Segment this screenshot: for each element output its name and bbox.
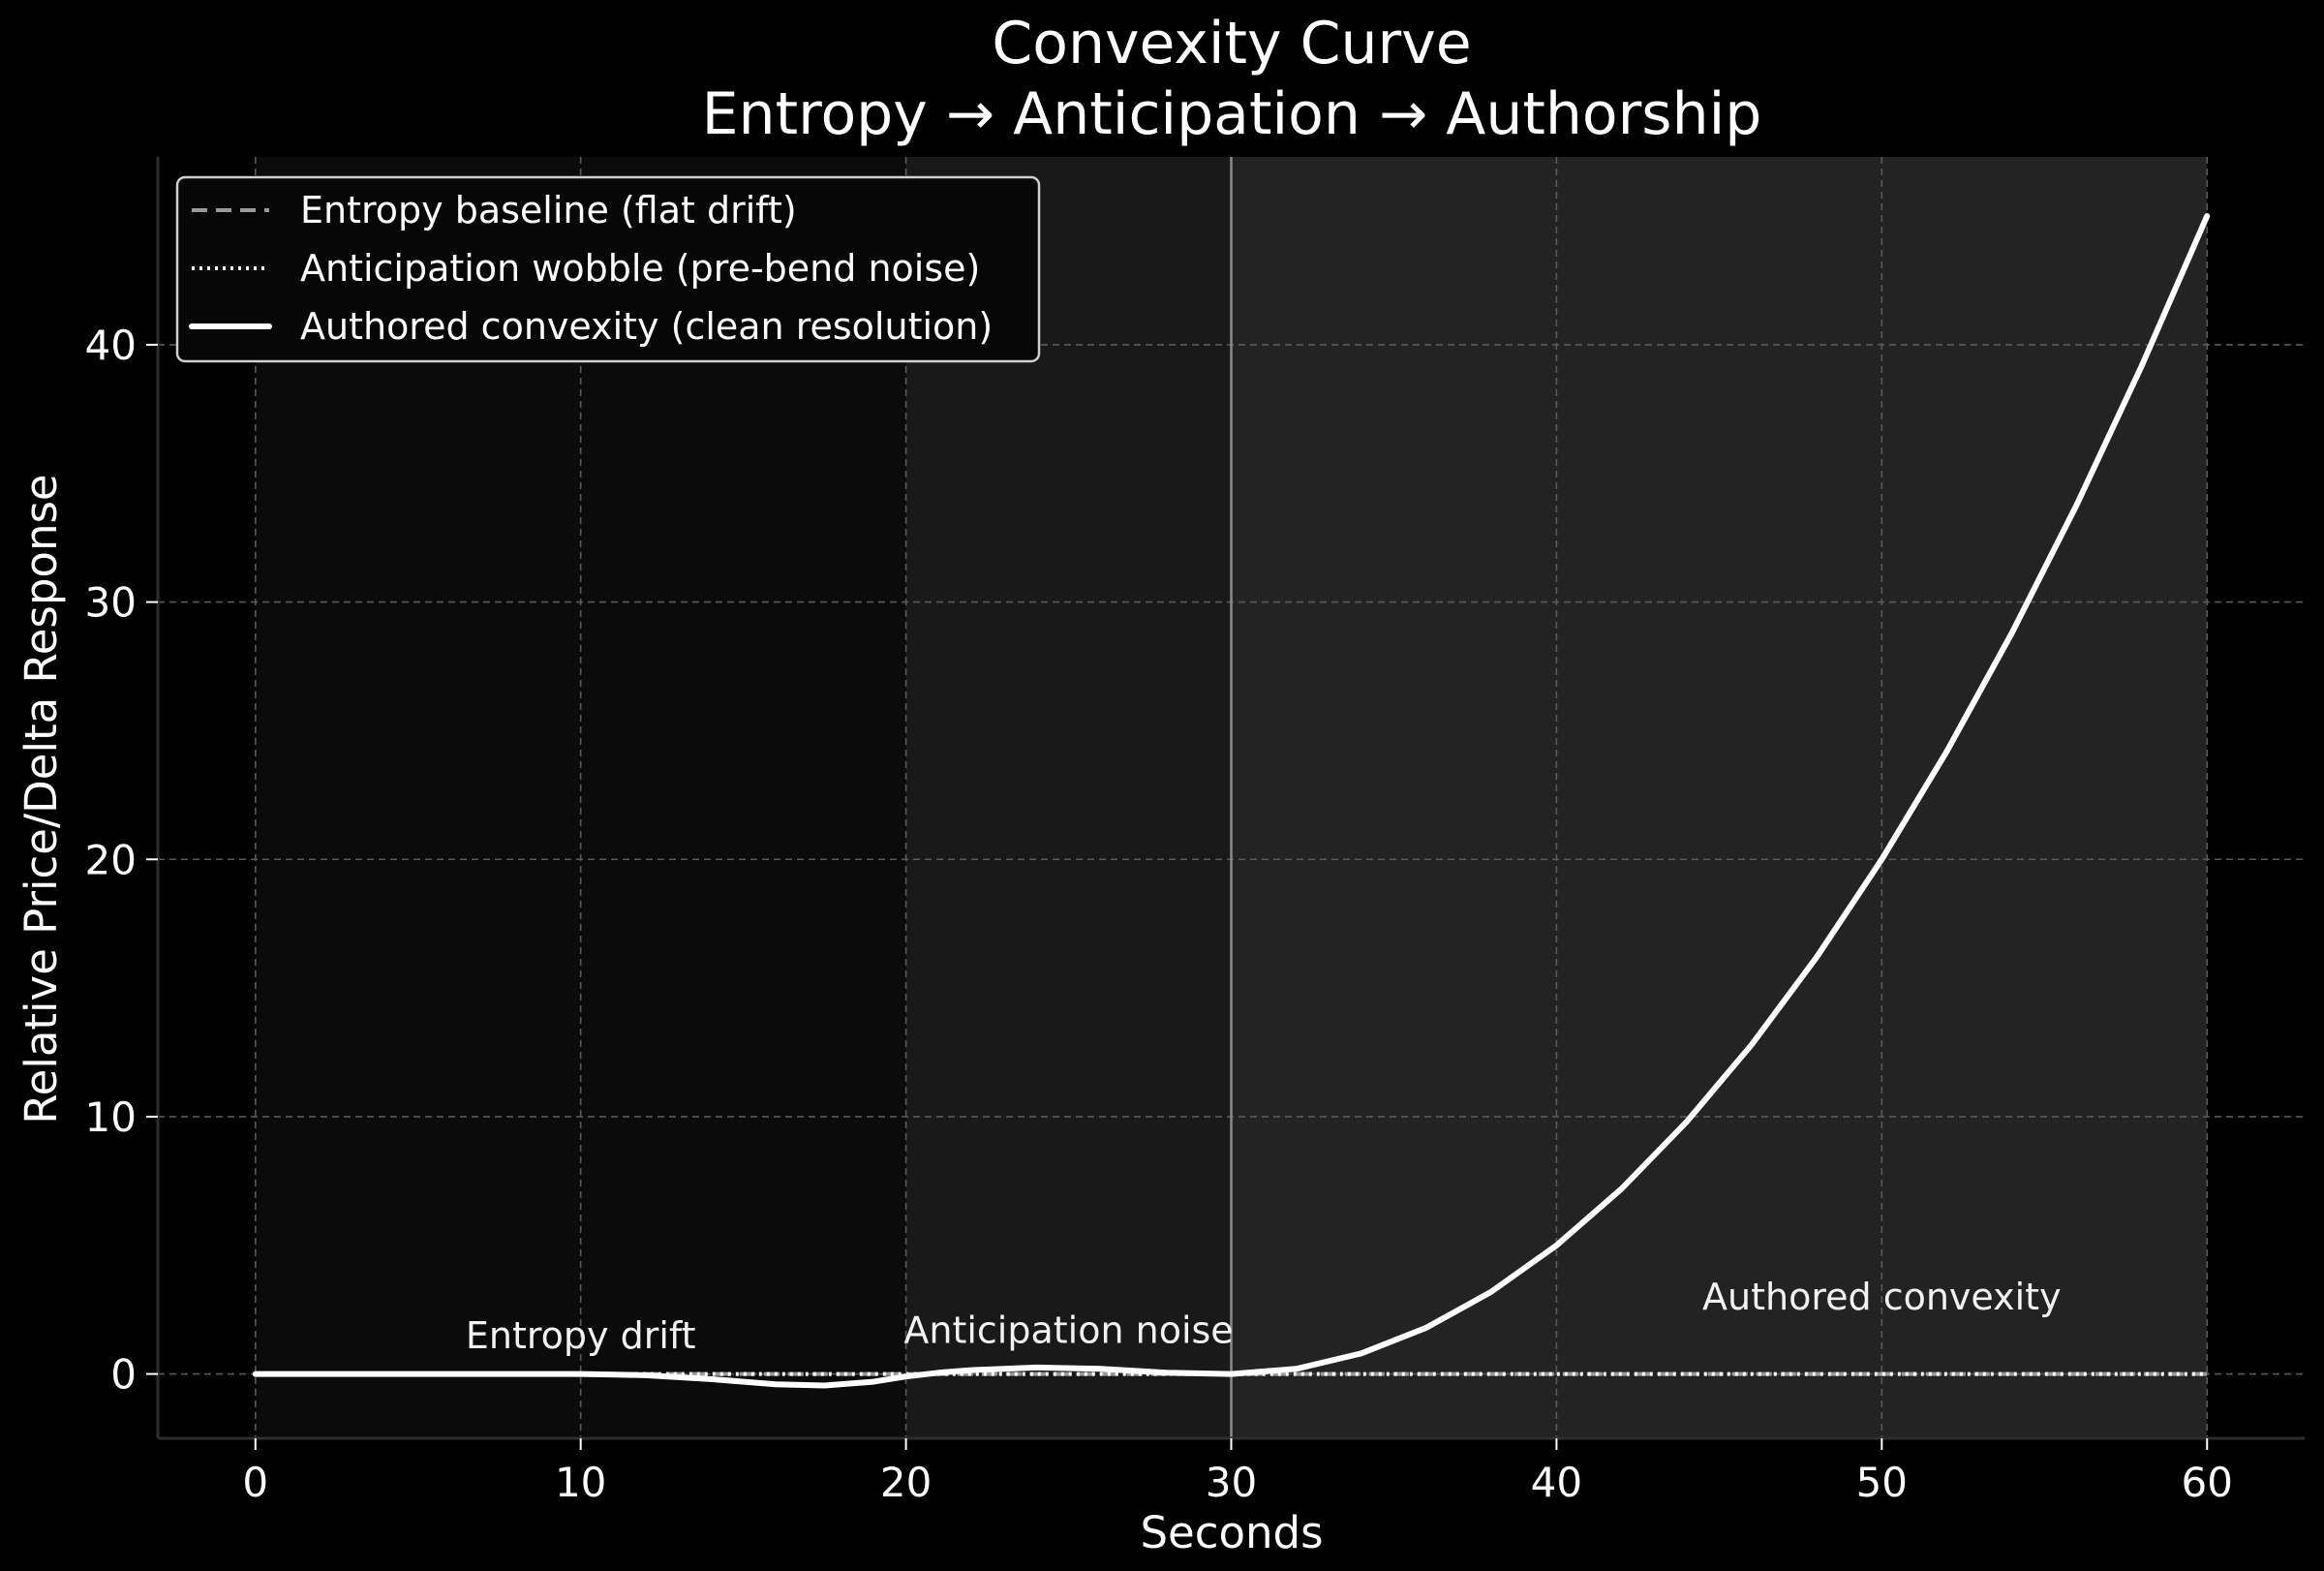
annotation-0: Entropy drift bbox=[466, 1314, 696, 1357]
series-line-solid bbox=[252, 213, 2211, 1389]
chart-subtitle: Entropy → Anticipation → Authorship bbox=[702, 80, 1762, 148]
legend-label-dotted: Anticipation wobble (pre-bend noise) bbox=[300, 247, 980, 290]
x-tick-label-30: 30 bbox=[1206, 1459, 1257, 1506]
y-tick-label-30: 30 bbox=[85, 579, 137, 627]
chart-title: Convexity Curve bbox=[992, 10, 1471, 77]
x-axis-label: Seconds bbox=[1140, 1507, 1323, 1558]
region-anticipation bbox=[905, 157, 1232, 1438]
x-tick-label-0: 0 bbox=[242, 1459, 268, 1506]
y-axis-label: Relative Price/Delta Response bbox=[15, 474, 67, 1124]
x-tick-label-20: 20 bbox=[880, 1459, 932, 1506]
legend-label-solid: Authored convexity (clean resolution) bbox=[300, 305, 993, 348]
legend-label-dashed: Entropy baseline (flat drift) bbox=[300, 189, 797, 231]
axes: 0 10 20 30 40 50 60 0 10 20 30 40 bbox=[85, 157, 2305, 1506]
series bbox=[252, 213, 2211, 1389]
y-tick-label-20: 20 bbox=[85, 836, 137, 883]
annotation-1: Anticipation noise bbox=[903, 1309, 1233, 1352]
x-tick-label-50: 50 bbox=[1856, 1459, 1908, 1506]
legend: Entropy baseline (flat drift) Anticipatio… bbox=[175, 175, 1041, 363]
x-tick-label-10: 10 bbox=[555, 1459, 606, 1506]
y-tick-label-0: 0 bbox=[110, 1351, 137, 1399]
y-tick-label-10: 10 bbox=[85, 1094, 137, 1141]
y-tick-label-40: 40 bbox=[85, 322, 137, 369]
annotation-2: Authored convexity bbox=[1702, 1276, 2062, 1318]
annotations: Entropy drift Anticipation noise Authored … bbox=[466, 1276, 2062, 1357]
x-tick-label-40: 40 bbox=[1531, 1459, 1582, 1506]
legend-box bbox=[175, 175, 1041, 363]
region-authorship bbox=[1231, 157, 2208, 1438]
x-tick-label-60: 60 bbox=[2182, 1459, 2233, 1506]
